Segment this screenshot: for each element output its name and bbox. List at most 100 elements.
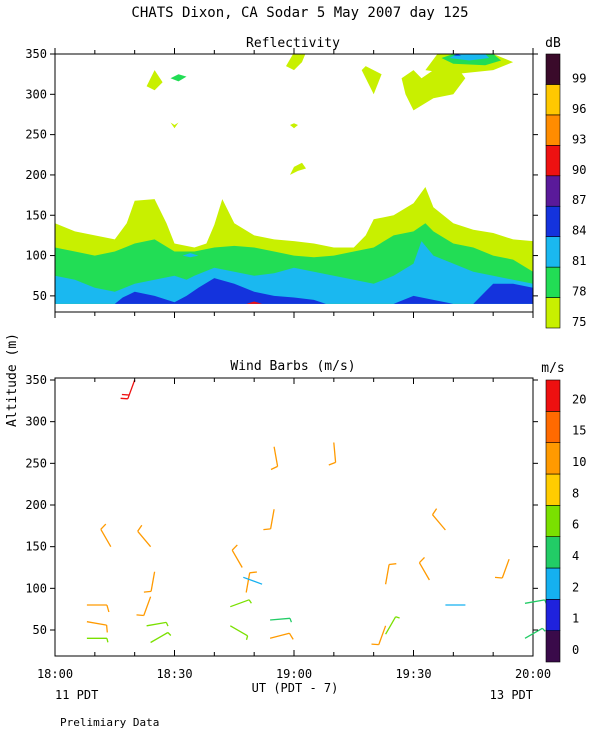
wind-colorbar-swatch xyxy=(545,411,561,443)
reflectivity-contour xyxy=(146,70,163,91)
reflectivity-y-tick-label: 100 xyxy=(25,249,47,263)
wind-y-tick-label: 100 xyxy=(25,581,47,595)
reflectivity-contour xyxy=(55,241,533,304)
wind-y-tick-label: 200 xyxy=(25,498,47,512)
reflectivity-contour xyxy=(290,123,298,129)
reflectivity-contour xyxy=(401,62,466,111)
wind-barb xyxy=(270,617,293,623)
reflectivity-contour xyxy=(170,74,187,82)
wind-barb xyxy=(385,616,400,635)
wind-barb xyxy=(150,631,172,644)
wind-colorbar: 0 1 2 4 6 8 10 15 20 xyxy=(545,379,586,663)
x-tick-label: 19:30 xyxy=(395,667,431,681)
x-tick-label: 18:30 xyxy=(156,667,192,681)
reflectivity-contour xyxy=(182,253,199,258)
y-axis-label: Altitude (m) xyxy=(5,333,20,427)
chart-title: CHATS Dixon, CA Sodar 5 May 2007 day 125 xyxy=(131,5,468,21)
wind-barb xyxy=(230,599,252,608)
wind-barb xyxy=(86,604,110,613)
reflectivity-colorbar-unit: dB xyxy=(545,36,561,51)
wind-barb xyxy=(384,563,397,585)
reflectivity-contour xyxy=(449,54,490,61)
reflectivity-contour xyxy=(393,295,454,304)
reflectivity-colorbar-label: 75 xyxy=(572,315,586,329)
reflectivity-contour xyxy=(290,162,306,175)
reflectivity-contour xyxy=(453,54,462,56)
preliminary-note: Prelimiary Data xyxy=(60,716,159,729)
x-tick-label: 20:00 xyxy=(515,667,551,681)
wind-colorbar-label: 6 xyxy=(572,518,579,532)
wind-barbs-plot-area xyxy=(86,379,547,646)
wind-barb xyxy=(143,571,156,593)
reflectivity-title: Reflectivity xyxy=(246,36,340,51)
reflectivity-contour xyxy=(114,278,326,304)
wind-barb xyxy=(100,523,112,548)
reflectivity-contour xyxy=(246,301,263,304)
reflectivity-contour xyxy=(473,283,533,304)
reflectivity-contour xyxy=(361,66,382,95)
wind-colorbar-swatch xyxy=(545,630,561,663)
wind-barbs-frame xyxy=(54,377,534,657)
reflectivity-colorbar-swatch xyxy=(545,205,561,237)
wind-barb xyxy=(120,379,136,400)
reflectivity-y-tick-label: 200 xyxy=(25,168,47,182)
wind-colorbar-label: 0 xyxy=(572,643,579,657)
reflectivity-colorbar-label: 87 xyxy=(572,193,586,207)
wind-y-tick-label: 50 xyxy=(33,623,47,637)
wind-colorbar-label: 20 xyxy=(572,392,586,406)
reflectivity-y-tick-label: 300 xyxy=(25,87,47,101)
wind-colorbar-label: 1 xyxy=(572,612,579,626)
wind-y-tick-label: 350 xyxy=(25,373,47,387)
wind-barb xyxy=(86,621,108,633)
wind-barb xyxy=(431,508,446,531)
wind-colorbar-unit: m/s xyxy=(541,361,564,376)
wind-y-axis: 50 100 150 200 250 300 350 xyxy=(25,373,538,637)
wind-barb xyxy=(524,627,546,639)
reflectivity-colorbar-swatch xyxy=(545,236,561,268)
reflectivity-colorbar-label: 96 xyxy=(572,102,586,116)
reflectivity-colorbar-label: 90 xyxy=(572,163,586,177)
wind-barb xyxy=(245,571,257,593)
wind-barb xyxy=(86,637,109,643)
wind-x-axis: 18:00 18:30 19:00 19:30 20:00 xyxy=(37,378,551,681)
wind-colorbar-swatch xyxy=(545,379,561,412)
wind-barb xyxy=(146,621,169,627)
reflectivity-x-axis xyxy=(54,48,534,318)
reflectivity-colorbar-swatch xyxy=(545,145,561,177)
x-tick-label: 18:00 xyxy=(37,667,73,681)
reflectivity-colorbar-swatch xyxy=(545,53,561,85)
wind-colorbar-label: 8 xyxy=(572,486,579,500)
wind-y-tick-label: 300 xyxy=(25,415,47,429)
wind-barb xyxy=(243,576,263,585)
x-right-note: 13 PDT xyxy=(490,688,533,702)
wind-colorbar-label: 10 xyxy=(572,455,586,469)
reflectivity-colorbar-label: 99 xyxy=(572,71,586,85)
wind-barb xyxy=(263,509,275,531)
wind-colorbar-label: 15 xyxy=(572,424,586,438)
reflectivity-colorbar-label: 81 xyxy=(572,254,586,268)
reflectivity-contour xyxy=(170,122,179,129)
reflectivity-colorbar-label: 78 xyxy=(572,285,586,299)
wind-colorbar-label: 2 xyxy=(572,580,579,594)
wind-barbs-title: Wind Barbs (m/s) xyxy=(230,359,355,374)
reflectivity-y-tick-label: 50 xyxy=(33,289,47,303)
reflectivity-colorbar-label: 84 xyxy=(572,224,586,238)
reflectivity-y-tick-label: 250 xyxy=(25,128,47,142)
x-tick-label: 19:00 xyxy=(276,667,312,681)
wind-colorbar-swatch xyxy=(545,473,561,506)
reflectivity-contour xyxy=(286,54,306,71)
wind-colorbar-swatch xyxy=(545,567,561,600)
reflectivity-colorbar-swatch xyxy=(545,175,561,207)
wind-barb xyxy=(269,632,294,640)
reflectivity-y-tick-label: 150 xyxy=(25,208,47,222)
reflectivity-colorbar-swatch xyxy=(545,114,561,146)
wind-colorbar-swatch xyxy=(545,599,561,631)
wind-colorbar-swatch xyxy=(545,442,561,475)
wind-barb xyxy=(494,558,510,579)
wind-colorbar-label: 4 xyxy=(572,549,579,563)
wind-barb xyxy=(328,442,337,466)
wind-barb xyxy=(270,446,279,471)
